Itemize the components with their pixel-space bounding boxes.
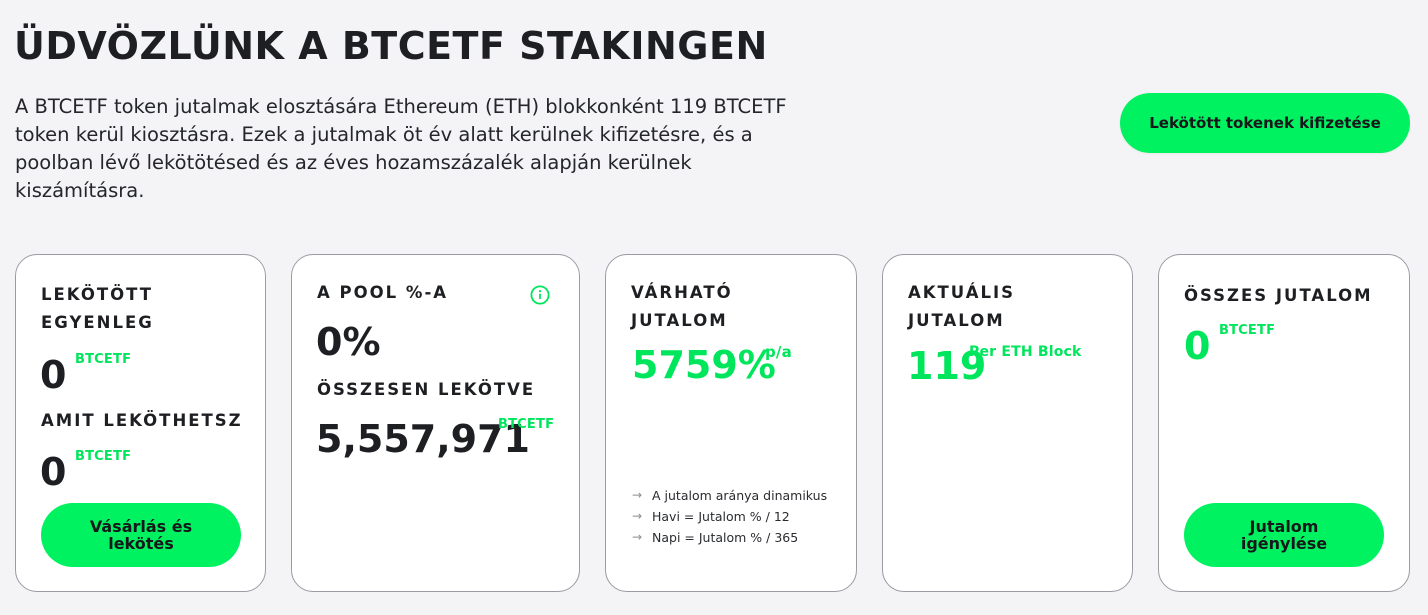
page-title: ÜDVÖZLÜNK A BTCETF STAKINGEN (14, 24, 768, 68)
expected-reward-card: VÁRHATÓ JUTALOM 5759% p/a → A jutalom ar… (605, 254, 857, 592)
arrow-right-icon: → (632, 530, 643, 544)
info-icon[interactable] (530, 285, 550, 305)
total-reward-label: ÖSSZES JUTALOM (1184, 286, 1373, 305)
total-reward-card: ÖSSZES JUTALOM 0 BTCETF Jutalom igénylés… (1158, 254, 1410, 592)
expected-reward-unit: p/a (765, 343, 792, 361)
reward-note: → Napi = Jutalom % / 365 (632, 529, 842, 546)
claim-reward-button[interactable]: Jutalom igénylése (1184, 503, 1384, 567)
stakeable-unit: BTCETF (75, 449, 132, 464)
buy-and-stake-button[interactable]: Vásárlás és lekötés (41, 503, 241, 567)
pool-share-value: 0% (316, 320, 381, 364)
total-staked-value: 5,557,971 (316, 417, 530, 461)
expected-reward-value: 5759% (632, 343, 776, 387)
withdraw-staked-button[interactable]: Lekötött tokenek kifizetése (1120, 93, 1410, 153)
total-staked-unit: BTCETF (498, 417, 555, 432)
reward-note-text: Havi = Jutalom % / 12 (652, 509, 790, 524)
staked-balance-label: LEKÖTÖTT EGYENLEG (41, 285, 154, 332)
stakeable-label: AMIT LEKÖTHETSZ (41, 411, 243, 430)
current-reward-unit: Per ETH Block (969, 344, 1082, 360)
current-reward-value: 119 (907, 344, 987, 388)
reward-note-text: A jutalom aránya dinamikus (652, 488, 828, 503)
staked-balance-card: LEKÖTÖTT EGYENLEG 0 BTCETF AMIT LEKÖTHET… (15, 254, 266, 592)
arrow-right-icon: → (632, 509, 643, 523)
current-reward-card: AKTUÁLIS JUTALOM 119 Per ETH Block (882, 254, 1133, 592)
staked-balance-unit: BTCETF (75, 352, 132, 367)
reward-note: → Havi = Jutalom % / 12 (632, 508, 842, 525)
reward-note-text: Napi = Jutalom % / 365 (652, 530, 799, 545)
staked-balance-value: 0 (40, 353, 67, 397)
reward-note: → A jutalom aránya dinamikus (632, 487, 842, 504)
total-reward-unit: BTCETF (1219, 323, 1276, 338)
expected-reward-label: VÁRHATÓ JUTALOM (631, 283, 733, 330)
pool-share-card: A POOL %-A 0% ÖSSZESEN LEKÖTVE 5,557,971… (291, 254, 580, 592)
total-staked-label: ÖSSZESEN LEKÖTVE (317, 380, 536, 399)
intro-text: A BTCETF token jutalmak elosztására Ethe… (15, 95, 787, 202)
stakeable-value: 0 (40, 450, 67, 494)
current-reward-label: AKTUÁLIS JUTALOM (908, 283, 1016, 330)
reward-notes: → A jutalom aránya dinamikus → Havi = Ju… (632, 487, 842, 550)
total-reward-value: 0 (1184, 324, 1211, 368)
pool-share-label: A POOL %-A (317, 283, 449, 302)
arrow-right-icon: → (632, 488, 643, 502)
